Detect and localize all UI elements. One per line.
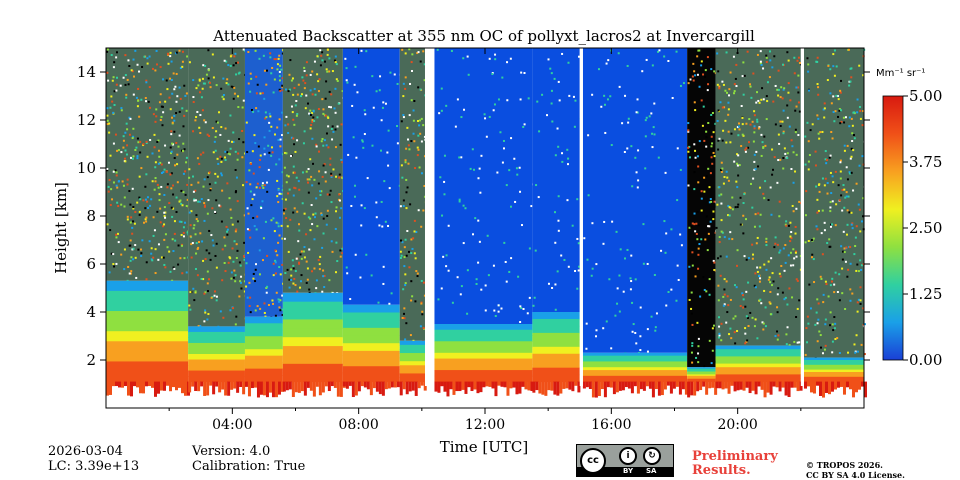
- footer-lc: LC: 3.39e+13: [48, 459, 140, 474]
- x-tick-label: 20:00: [717, 417, 757, 433]
- y-tick-label: 6: [86, 255, 96, 273]
- y-tick-label: 12: [77, 111, 96, 129]
- data-gap: [424, 48, 432, 386]
- colorbar-tick-label: 0.00: [909, 351, 942, 369]
- footer-version: Version: 4.0: [192, 444, 271, 459]
- sa-label: SA: [646, 467, 657, 475]
- profile-segment: [244, 48, 285, 398]
- y-tick-label: 4: [86, 303, 96, 321]
- data-gap: [800, 48, 804, 386]
- y-axis: 2 4 6 8 10 12 14: [77, 63, 870, 369]
- x-tick-label: 16:00: [591, 417, 631, 433]
- x-axis-label: Time [UTC]: [440, 438, 529, 456]
- profile-segment: [582, 48, 688, 398]
- colorbar-tick-label: 1.25: [909, 285, 942, 303]
- colorbar-tick-label: 3.75: [909, 153, 942, 171]
- colorbar-tick-label: 2.50: [909, 219, 942, 237]
- attribution-icon: i: [619, 447, 637, 465]
- profile-segment: [532, 48, 582, 396]
- data-gap: [579, 48, 583, 386]
- profile-segment: [282, 48, 346, 397]
- x-tick-label: 12:00: [465, 417, 505, 433]
- profile-segment: [106, 48, 190, 397]
- colorbar-gradient: [882, 95, 904, 361]
- colorbar-tick-label: 5.00: [909, 87, 942, 105]
- x-axis: 04:00 08:00 12:00 16:00 20:00: [168, 48, 802, 433]
- profile-segment: [188, 48, 247, 396]
- copyright-note: © TROPOS 2026. CC BY SA 4.0 License.: [806, 460, 905, 480]
- profile-segment: [434, 48, 535, 397]
- chart-title: Attenuated Backscatter at 355 nm OC of p…: [212, 27, 755, 45]
- profile-segment: [342, 48, 402, 398]
- quicklook-plot-area: [106, 48, 867, 408]
- footer-calibration: Calibration: True: [192, 459, 306, 474]
- y-axis-label: Height [km]: [52, 182, 70, 274]
- x-tick-label: 08:00: [338, 417, 378, 433]
- y-tick-label: 14: [77, 63, 96, 81]
- preliminary-results-note: Preliminary Results.: [692, 449, 778, 478]
- colorbar-unit-label: Mm⁻¹ sr⁻¹: [876, 68, 925, 79]
- by-label: BY: [623, 467, 634, 475]
- profile-segment: [687, 48, 718, 398]
- profile-segment: [715, 48, 803, 398]
- y-tick-label: 10: [77, 159, 96, 177]
- x-tick-label: 04:00: [212, 417, 252, 433]
- share-alike-icon: ↻: [643, 447, 661, 465]
- colorbar: Mm⁻¹ sr⁻¹ 0.00 1.25 2.50 3.75 5.00: [876, 68, 942, 369]
- creative-commons-icon: cc: [580, 448, 606, 474]
- profile-segment: [803, 48, 867, 398]
- cc-license-badge: cc i ↻ BY SA: [576, 444, 674, 477]
- y-tick-label: 2: [86, 351, 96, 369]
- footer-date: 2026-03-04: [48, 444, 123, 459]
- y-tick-label: 8: [86, 207, 96, 225]
- profile-segment: [399, 48, 427, 396]
